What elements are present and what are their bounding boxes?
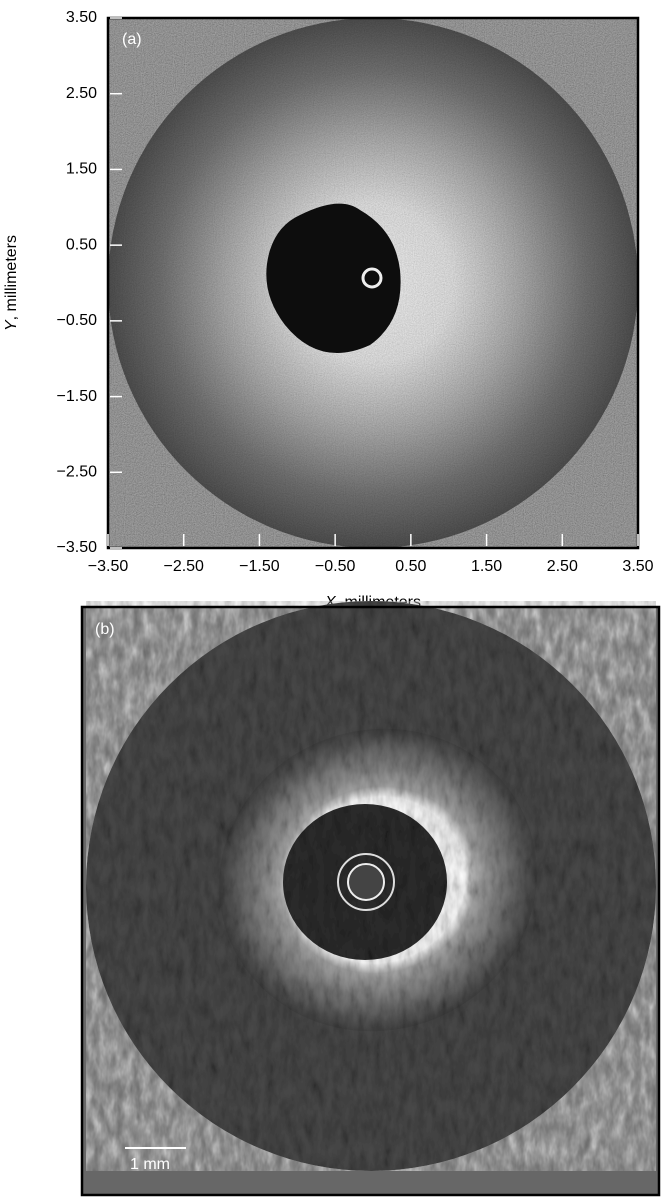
y-tick-label: −1.50: [57, 388, 98, 405]
y-tick-label: 2.50: [66, 85, 97, 102]
x-tick-label: −0.50: [315, 558, 356, 575]
y-tick-label: −0.50: [57, 312, 98, 329]
y-axis-unit: , millimeters: [3, 235, 20, 320]
y-tick-label: −2.50: [57, 464, 98, 481]
x-tick-label: 3.50: [622, 558, 653, 575]
catheter: [337, 853, 395, 911]
image-frame: [80, 605, 661, 1197]
x-tick-label: 0.50: [395, 558, 426, 575]
y-axis-label: Y, millimeters: [3, 235, 20, 331]
x-tick-label: 2.50: [547, 558, 578, 575]
panel-label: (a): [122, 31, 142, 48]
y-axis-variable: Y: [3, 319, 20, 331]
panel-label: (b): [95, 621, 115, 638]
y-tick-label: 3.50: [66, 9, 97, 26]
x-tick-label: −2.50: [163, 558, 204, 575]
catheter-core: [347, 863, 385, 901]
ultrasound-image: [108, 18, 638, 548]
y-tick-label: 1.50: [66, 161, 97, 178]
y-tick-label: −3.50: [57, 539, 98, 556]
plot-frame: [106, 16, 640, 550]
y-tick-label: 0.50: [66, 236, 97, 253]
scale-bar-label: 1 mm: [130, 1156, 170, 1173]
panel-a: (a) −3.50 −2.50 −1.50 −0.50 0.50 1.50 2.50 3.50…: [3, 9, 653, 611]
x-tick-label: −1.50: [239, 558, 280, 575]
x-tick-label: −3.50: [88, 558, 129, 575]
axes: −3.50 −2.50 −1.50 −0.50 0.50 1.50 2.50 3.50 −3.5…: [57, 9, 654, 575]
x-tick-label: 1.50: [471, 558, 502, 575]
panel-b: (b) 1 mm: [80, 601, 661, 1197]
catheter: [361, 267, 383, 289]
